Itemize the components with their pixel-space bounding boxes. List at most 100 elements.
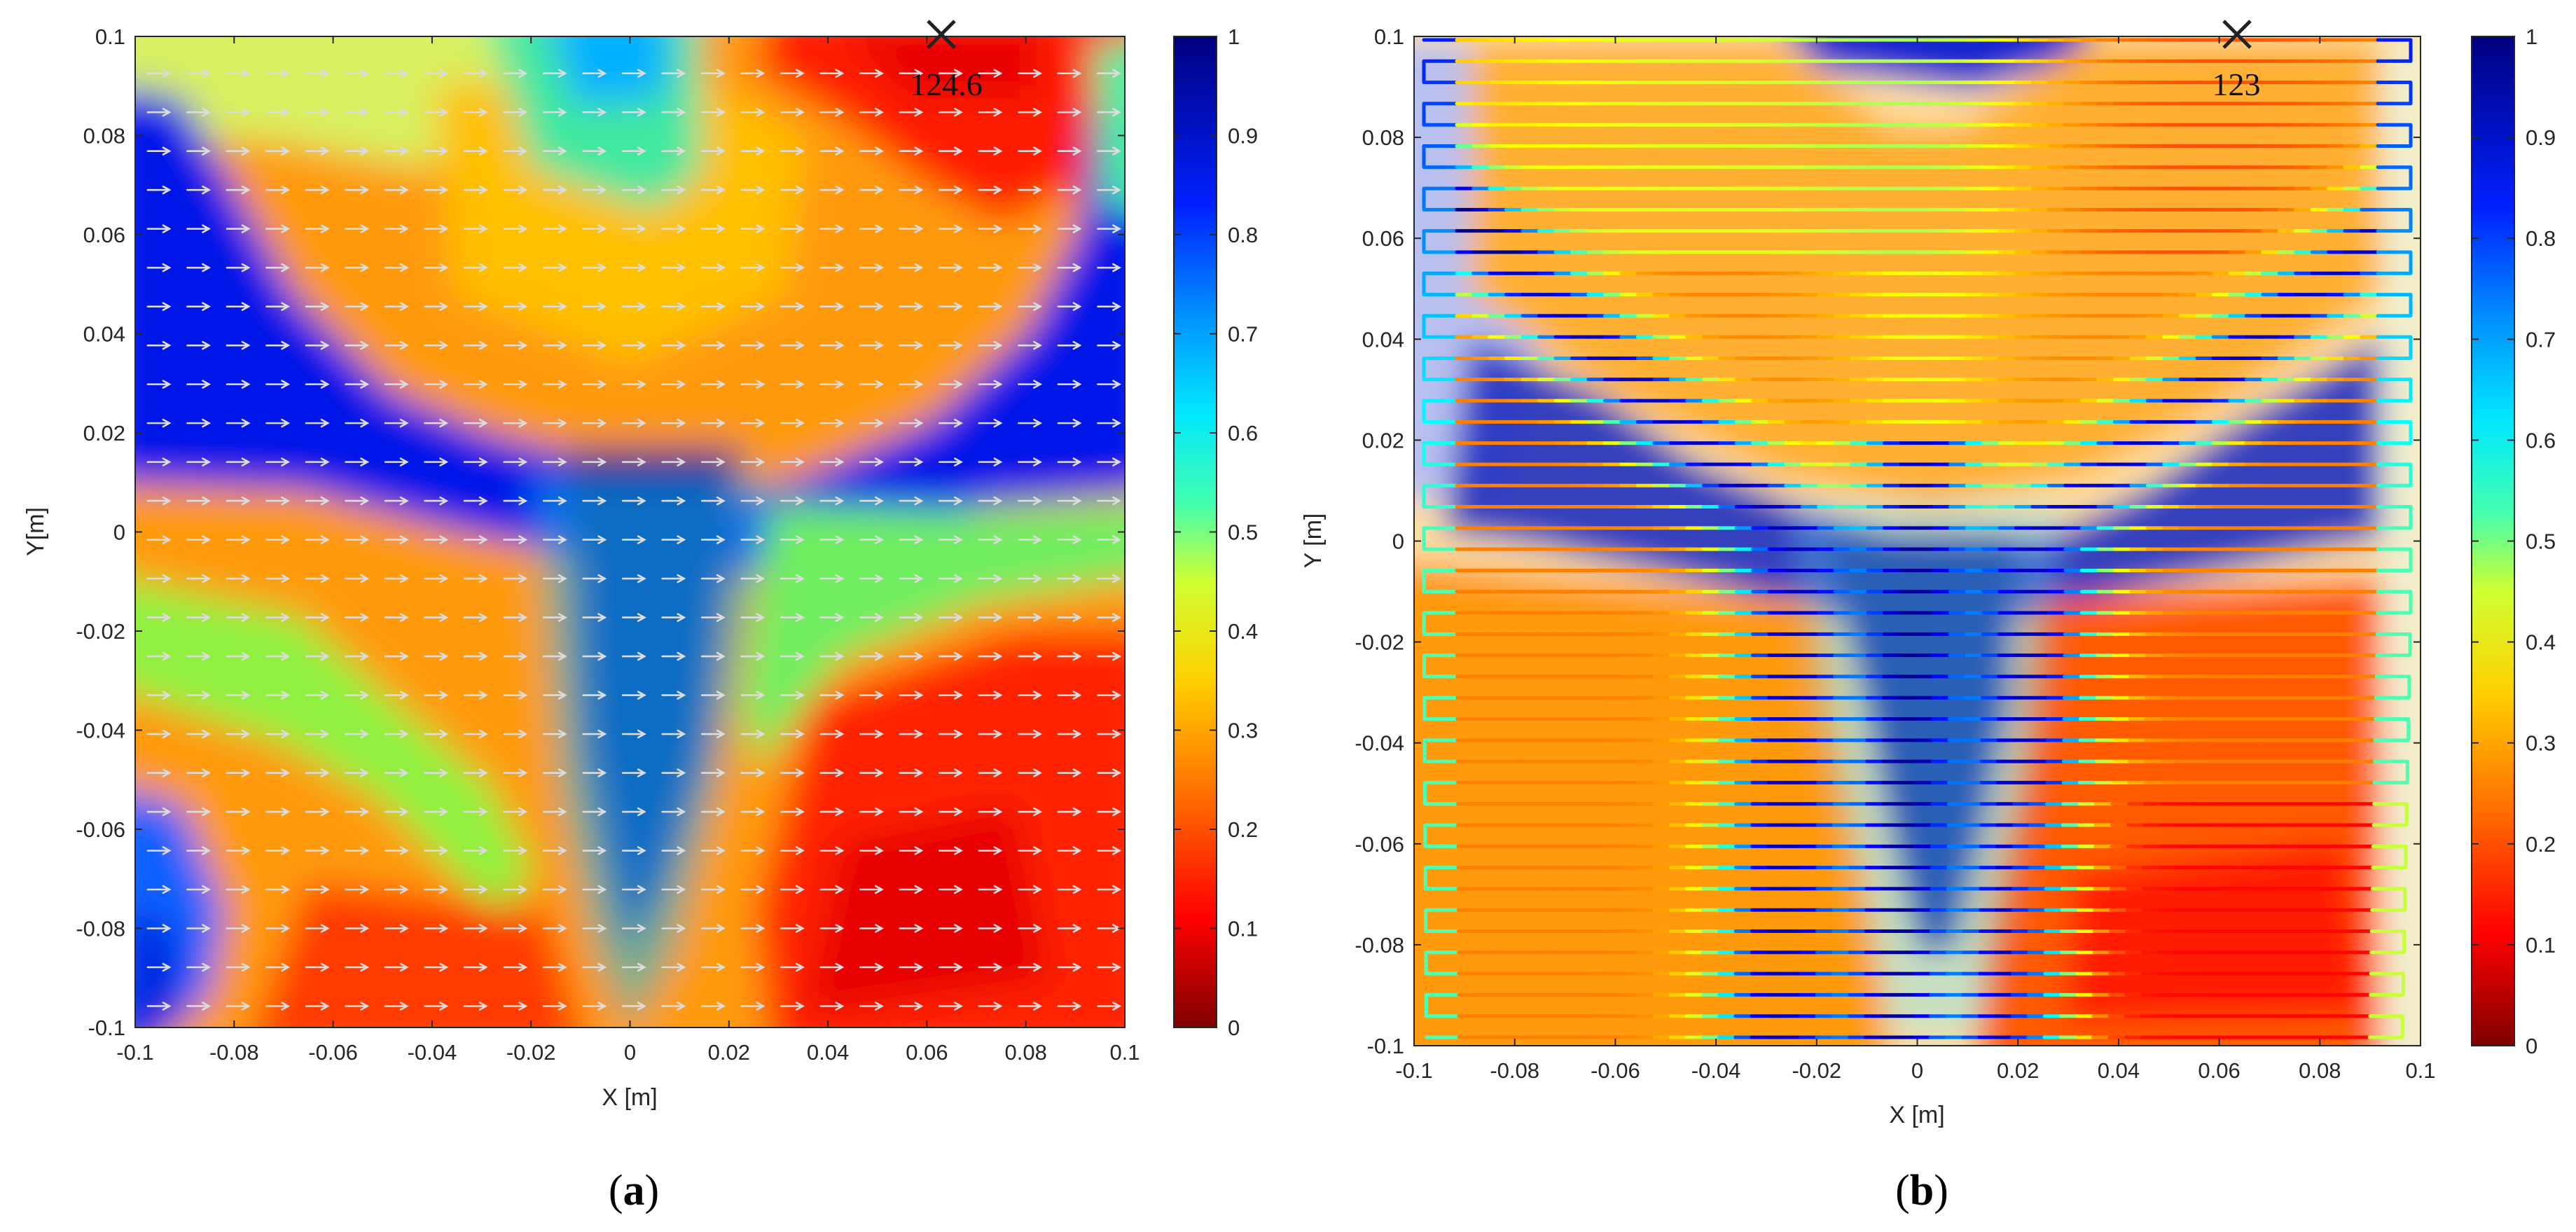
colorbar-tick-label: 0.4 [2526,630,2556,655]
arrow-icon [859,69,884,78]
arrow-icon [424,768,449,777]
arrow-icon [542,768,567,777]
arrow-icon [859,962,884,972]
arrow-icon [265,535,291,544]
max-marker-a: 124.6 [910,20,983,102]
arrow-icon [859,302,884,311]
max-marker-b: 123 [2213,20,2261,102]
arrow-icon [1057,457,1082,466]
arrow-icon [780,691,805,700]
arrow-icon [859,457,884,466]
arrow-icon [542,457,567,466]
arrow-icon [1018,380,1043,389]
arrow-icon [146,107,172,117]
y-tick-label: 0 [1392,530,1404,554]
arrow-icon [899,107,924,117]
arrow-icon [939,962,963,972]
arrow-icon [1018,729,1043,739]
arrow-icon [819,302,845,311]
y-tick-label: -0.08 [1355,933,1404,957]
arrow-icon [226,729,251,739]
arrow-icon [582,768,607,777]
arrow-icon [305,69,330,78]
arrow-icon [384,496,409,506]
arrow-icon [899,885,924,894]
arrow-icon [226,1002,251,1011]
arrow-icon [384,885,409,894]
arrow-icon [345,380,370,389]
colorbar-tick-label: 0.3 [1228,719,1258,743]
arrow-icon [424,340,449,350]
arrow-icon [146,729,172,739]
arrow-icon [582,302,607,311]
arrow-icon [226,185,251,195]
arrow-icon [226,457,251,466]
arrow-icon [859,535,884,544]
arrow-icon [146,340,172,350]
arrow-icon [661,691,686,700]
colorbar-tick-label: 1 [2526,25,2537,49]
arrow-icon [226,962,251,972]
arrow-icon [621,107,646,117]
arrow-icon [1018,107,1043,117]
arrow-icon [1097,340,1122,350]
arrow-icon [384,380,409,389]
arrow-icon [503,224,528,233]
colorbar-a: 0 0.1 0.2 0.3 0.4 0.5 0.6 0.7 0.8 0.9 1 [1173,25,1258,1040]
arrow-icon [503,457,528,466]
arrow-icon [1097,263,1122,272]
arrow-icon [146,1002,172,1011]
arrow-icon [780,263,805,272]
arrow-icon [621,729,646,739]
arrow-icon [819,846,845,855]
arrow-icon [1018,574,1043,583]
arrow-icon [780,1002,805,1011]
arrow-icon [226,691,251,700]
arrow-icon [542,962,567,972]
arrow-icon [305,768,330,777]
arrow-icon [265,380,291,389]
arrow-icon [939,69,963,78]
arrow-icon [859,651,884,661]
arrow-icon [305,224,330,233]
arrow-icon [700,691,726,700]
arrow-icon [740,885,766,894]
arrow-icon [939,691,963,700]
arrow-icon [463,807,488,817]
arrow-icon [819,691,845,700]
arrow-icon [305,691,330,700]
arrow-icon [503,380,528,389]
arrow-icon [899,69,924,78]
arrow-icon [661,185,686,195]
arrow-icon [424,574,449,583]
arrow-icon [305,263,330,272]
arrow-icon [345,340,370,350]
arrow-icon [819,224,845,233]
arrow-icon [463,574,488,583]
arrow-icon [305,924,330,933]
y-tick-label: -0.1 [1367,1034,1404,1058]
arrow-icon [1057,380,1082,389]
arrow-icon [899,962,924,972]
arrow-icon [384,263,409,272]
arrow-icon [661,613,686,622]
arrow-icon [1057,302,1082,311]
arrow-icon [1097,691,1122,700]
arrow-icon [1018,185,1043,195]
arrow-icon [939,380,963,389]
arrow-icon [424,263,449,272]
arrow-icon [1097,846,1122,855]
arrow-icon [621,69,646,78]
arrow-icon [819,885,845,894]
y-tick-label: 0.08 [83,124,125,148]
arrow-icon [582,340,607,350]
arrow-icon [661,224,686,233]
arrow-icon [899,924,924,933]
arrow-icon [899,185,924,195]
arrow-icon [146,924,172,933]
arrow-icon [939,224,963,233]
arrow-icon [503,729,528,739]
arrow-icon [819,535,845,544]
arrow-icon [819,185,845,195]
arrow-icon [265,924,291,933]
